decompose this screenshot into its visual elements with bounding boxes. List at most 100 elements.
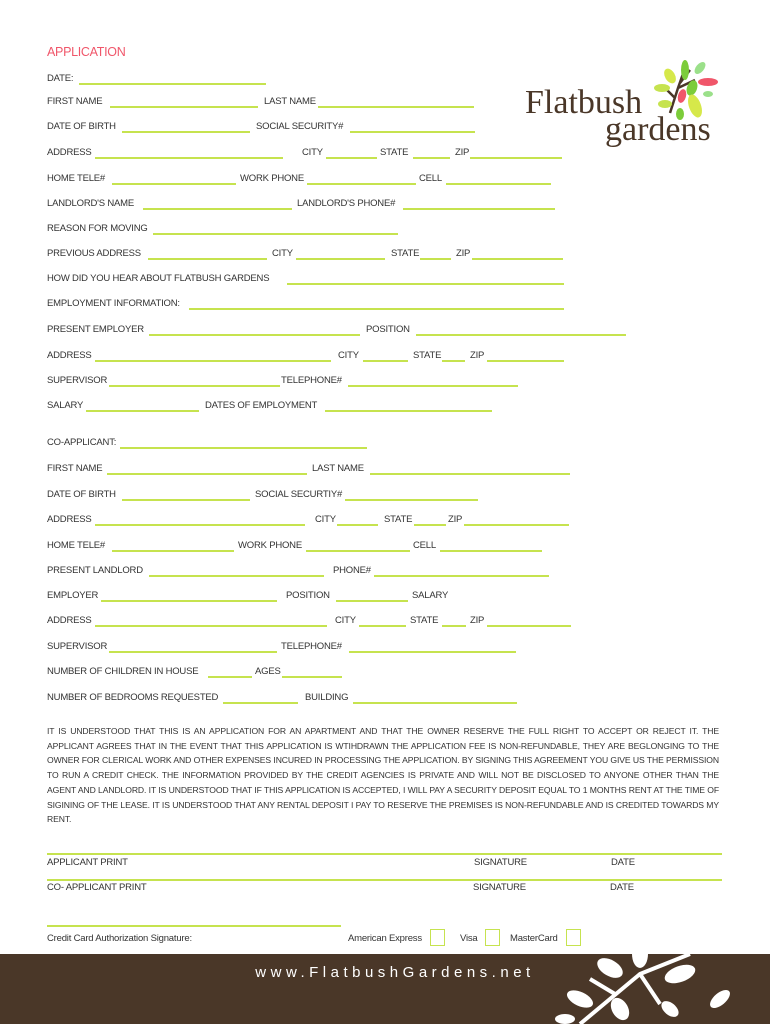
field-input-line[interactable] (306, 550, 410, 552)
field-input-line[interactable] (326, 157, 377, 159)
field-input-line[interactable] (109, 651, 277, 653)
field-input-line[interactable] (353, 702, 517, 704)
field-label: WORK PHONE (238, 540, 302, 551)
logo-text-flatbush: Flatbush (525, 84, 642, 121)
field-input-line[interactable] (446, 183, 551, 185)
field-input-line[interactable] (349, 651, 516, 653)
field-input-line[interactable] (345, 499, 478, 501)
field-input-line[interactable] (79, 83, 266, 85)
field-label: CITY (335, 615, 356, 626)
field-input-line[interactable] (120, 447, 367, 449)
field-input-line[interactable] (122, 499, 250, 501)
field-input-line[interactable] (149, 575, 324, 577)
date-label: DATE (611, 857, 635, 868)
field-label: LANDLORD'S PHONE# (297, 198, 396, 209)
applicant-signature-line[interactable] (47, 853, 722, 855)
field-label: SUPERVISOR (47, 375, 108, 386)
field-input-line[interactable] (149, 334, 360, 336)
field-input-line[interactable] (336, 600, 408, 602)
field-input-line[interactable] (413, 157, 450, 159)
field-label: TELEPHONE# (281, 375, 342, 386)
field-input-line[interactable] (307, 183, 416, 185)
field-input-line[interactable] (350, 131, 475, 133)
field-input-line[interactable] (442, 625, 466, 627)
field-input-line[interactable] (337, 524, 378, 526)
field-label: LANDLORD'S NAME (47, 198, 134, 209)
field-input-line[interactable] (112, 183, 236, 185)
visa-checkbox[interactable] (485, 929, 500, 946)
field-label: SALARY (47, 400, 84, 411)
mastercard-checkbox[interactable] (566, 929, 581, 946)
field-label: SOCIAL SECURITY# (256, 121, 344, 132)
field-input-line[interactable] (416, 334, 626, 336)
field-label: HOW DID YOU HEAR ABOUT FLATBUSH GARDENS (47, 273, 270, 284)
field-label: LAST NAME (264, 96, 316, 107)
field-input-line[interactable] (403, 208, 555, 210)
field-input-line[interactable] (318, 106, 474, 108)
field-label: CITY (272, 248, 293, 259)
field-input-line[interactable] (442, 360, 465, 362)
field-input-line[interactable] (487, 360, 564, 362)
field-label: STATE (410, 615, 439, 626)
field-label: SUPERVISOR (47, 641, 108, 652)
field-label: STATE (380, 147, 409, 158)
field-label: REASON FOR MOVING (47, 223, 148, 234)
field-label: POSITION (286, 590, 330, 601)
field-label: ZIP (455, 147, 470, 158)
field-label: TELEPHONE# (281, 641, 342, 652)
field-label: DATE OF BIRTH (47, 121, 116, 132)
field-input-line[interactable] (122, 131, 250, 133)
field-label: STATE (384, 514, 413, 525)
field-input-line[interactable] (464, 524, 569, 526)
applicant-print-label: APPLICANT PRINT (47, 857, 128, 868)
field-label: ADDRESS (47, 350, 92, 361)
field-label: CELL (413, 540, 436, 551)
credit-card-signature-line[interactable] (47, 925, 341, 927)
field-input-line[interactable] (472, 258, 563, 260)
field-input-line[interactable] (189, 308, 564, 310)
field-label: DATE: (47, 73, 74, 84)
field-input-line[interactable] (359, 625, 406, 627)
field-label: STATE (391, 248, 420, 259)
field-input-line[interactable] (143, 208, 292, 210)
field-input-line[interactable] (101, 600, 277, 602)
field-input-line[interactable] (95, 360, 331, 362)
field-input-line[interactable] (440, 550, 542, 552)
field-input-line[interactable] (223, 702, 298, 704)
field-input-line[interactable] (107, 473, 307, 475)
field-label: EMPLOYMENT INFORMATION: (47, 298, 180, 309)
website-url[interactable]: www.FlatbushGardens.net (255, 964, 535, 981)
field-label: STATE (413, 350, 442, 361)
field-input-line[interactable] (287, 283, 564, 285)
field-label: FIRST NAME (47, 96, 103, 107)
page-title: APPLICATION (47, 45, 126, 59)
field-label: ZIP (456, 248, 471, 259)
field-label: PHONE# (333, 565, 371, 576)
field-input-line[interactable] (282, 676, 342, 678)
field-input-line[interactable] (370, 473, 570, 475)
field-input-line[interactable] (420, 258, 451, 260)
field-input-line[interactable] (112, 550, 234, 552)
field-input-line[interactable] (363, 360, 408, 362)
field-input-line[interactable] (95, 157, 283, 159)
co-applicant-signature-line[interactable] (47, 879, 722, 881)
amex-checkbox[interactable] (430, 929, 445, 946)
field-input-line[interactable] (95, 625, 327, 627)
field-input-line[interactable] (348, 385, 518, 387)
field-input-line[interactable] (148, 258, 267, 260)
field-input-line[interactable] (325, 410, 492, 412)
field-input-line[interactable] (208, 676, 252, 678)
field-input-line[interactable] (414, 524, 446, 526)
signature-label: SIGNATURE (474, 857, 527, 868)
field-input-line[interactable] (153, 233, 398, 235)
field-input-line[interactable] (487, 625, 571, 627)
field-input-line[interactable] (95, 524, 305, 526)
field-input-line[interactable] (470, 157, 562, 159)
field-input-line[interactable] (86, 410, 199, 412)
field-input-line[interactable] (374, 575, 549, 577)
field-input-line[interactable] (109, 385, 280, 387)
leaf-decoration-icon (555, 954, 730, 1024)
field-input-line[interactable] (296, 258, 385, 260)
field-label: ZIP (470, 615, 485, 626)
field-input-line[interactable] (110, 106, 258, 108)
